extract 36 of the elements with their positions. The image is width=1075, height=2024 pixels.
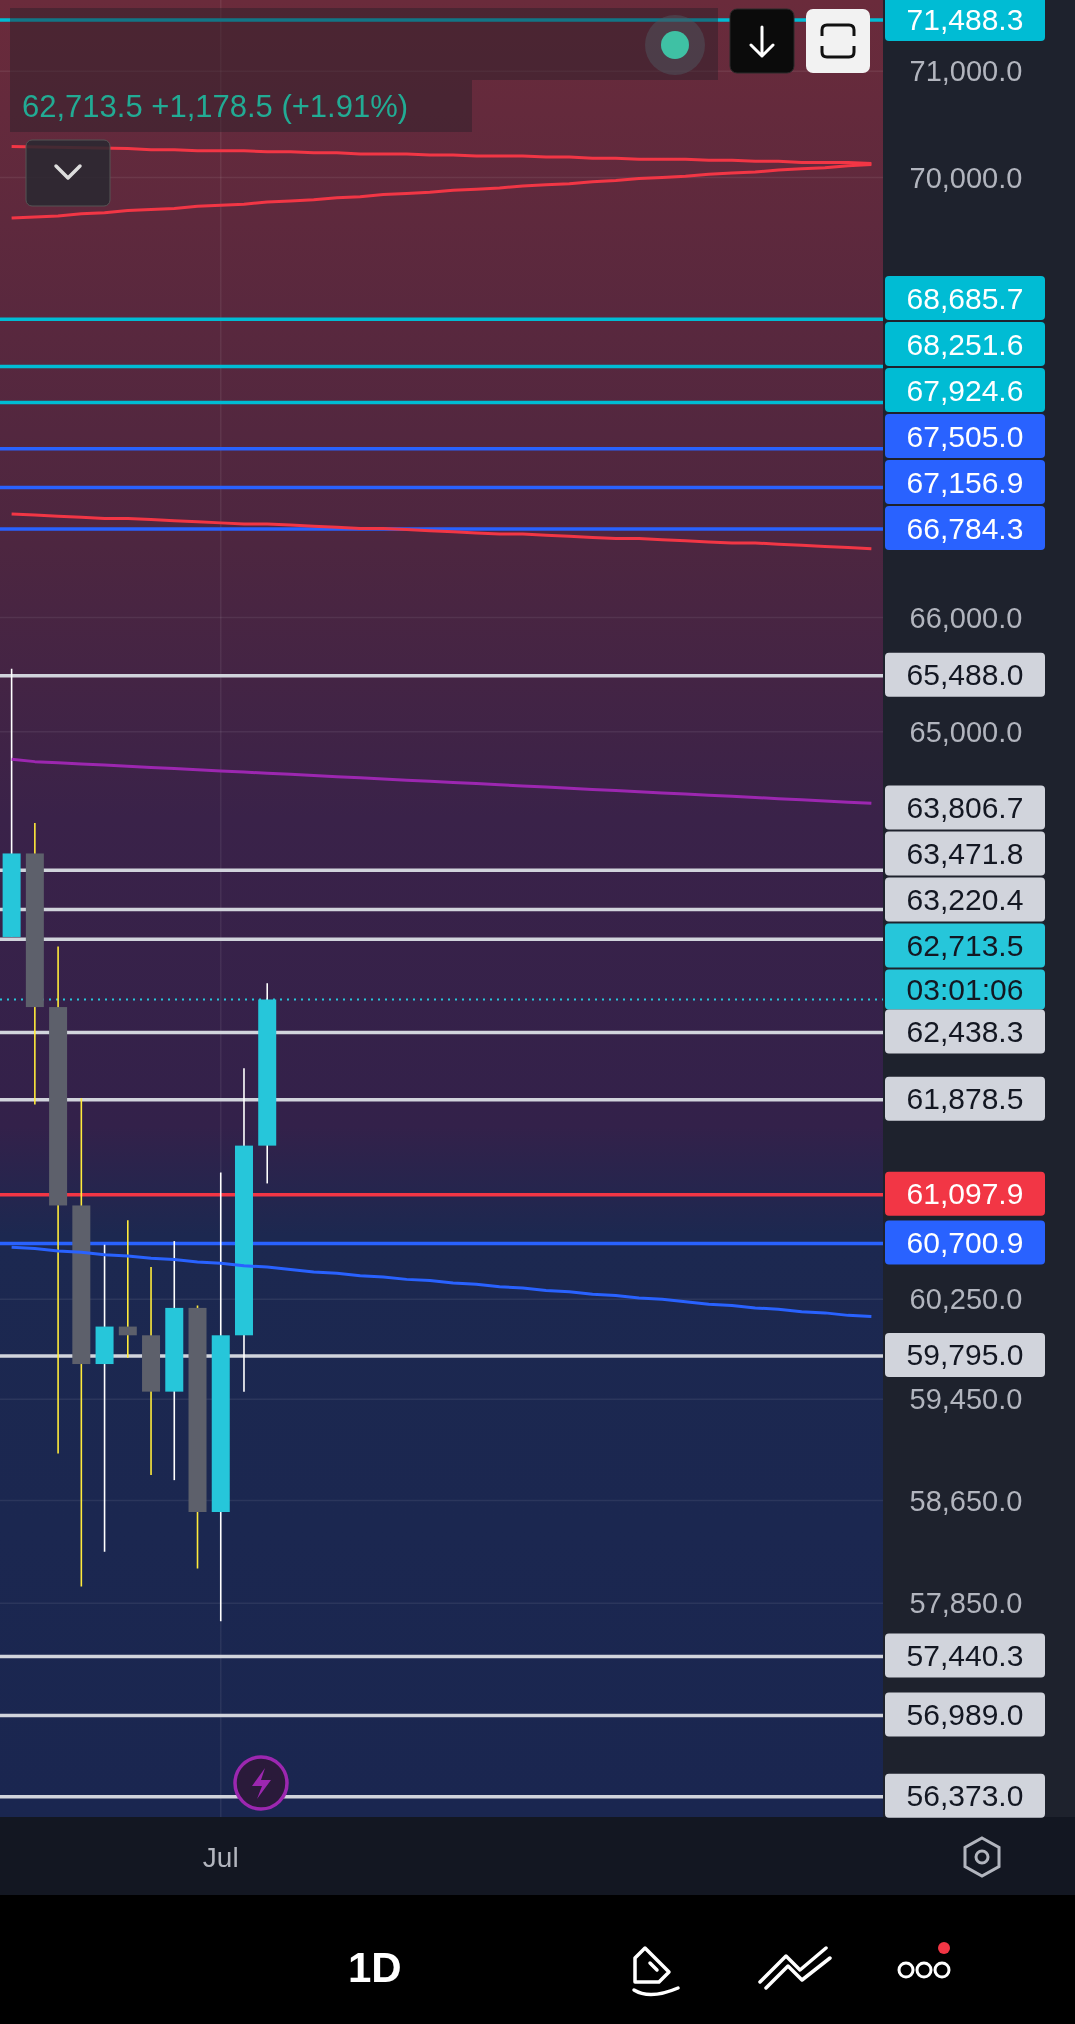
- ref-line-label: 60,700.9: [906, 1225, 1024, 1259]
- ref-line-label: 63,806.7: [906, 790, 1024, 824]
- text: 1D: [348, 1943, 402, 1991]
- ref-line-label: 67,505.0: [906, 419, 1024, 453]
- ref-line-label: 59,795.0: [906, 1338, 1024, 1372]
- line-series: [10, 512, 873, 551]
- ref-line-label: 63,220.4: [906, 882, 1024, 916]
- ref-line-label: 71,488.3: [906, 2, 1024, 36]
- y-tick-label: 59,450.0: [909, 1383, 1023, 1416]
- ref-line-label: 67,156.9: [906, 465, 1024, 499]
- ref-line-label: 61,097.9: [906, 1177, 1024, 1211]
- ref-line-label: 67,924.6: [906, 373, 1024, 407]
- y-tick-label: 70,000.0: [909, 161, 1023, 194]
- ref-line-label: 62,438.3: [906, 1014, 1024, 1048]
- ref-line-label: 57,440.3: [906, 1638, 1024, 1672]
- y-tick-label: 60,250.0: [909, 1283, 1023, 1316]
- text: 03:01:06: [906, 972, 1024, 1006]
- y-tick-label: 57,850.0: [909, 1587, 1023, 1620]
- ref-line-label: 56,373.0: [906, 1779, 1024, 1813]
- ref-line-label: 65,488.0: [906, 658, 1024, 692]
- candlestick: [118, 1219, 137, 1359]
- ref-line-label: 66,784.3: [906, 511, 1024, 545]
- text: 62,713.5 +1,178.5 (+1.91%): [22, 88, 409, 124]
- y-tick-label: 58,650.0: [909, 1484, 1023, 1517]
- y-tick-label: 66,000.0: [909, 601, 1023, 634]
- ref-line-label: 62,713.5: [906, 928, 1024, 962]
- ref-line-label: 61,878.5: [906, 1082, 1024, 1116]
- y-tick-label: 71,000.0: [909, 55, 1023, 88]
- line-series: [10, 757, 873, 805]
- y-tick-label: 65,000.0: [909, 715, 1023, 748]
- ref-line-label: 68,685.7: [906, 281, 1024, 315]
- candlestick: [95, 1243, 114, 1553]
- text: Jul: [202, 1841, 239, 1873]
- ref-line-label: 63,471.8: [906, 836, 1024, 870]
- ref-line-label: 68,251.6: [906, 327, 1024, 361]
- ref-line-label: 56,989.0: [906, 1697, 1024, 1731]
